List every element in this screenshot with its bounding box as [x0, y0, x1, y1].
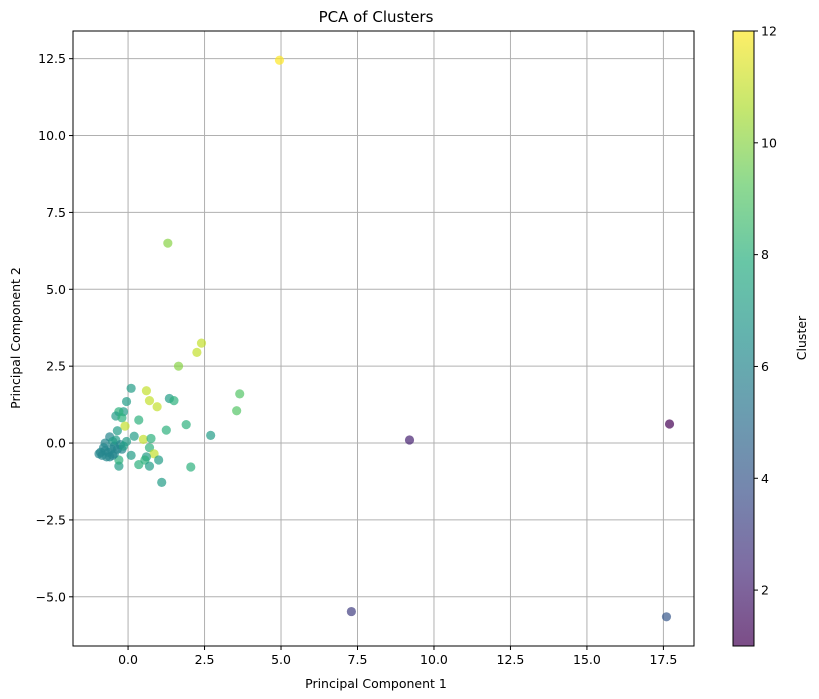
- x-tick-label: 17.5: [649, 652, 677, 667]
- scatter-point: [346, 606, 356, 617]
- grid: [73, 31, 694, 646]
- scatter-point: [141, 386, 152, 396]
- y-axis-ticks: −5.0 −2.5 0.0 2.5 5.0 7.5 10.0 12.5: [36, 51, 73, 604]
- colorbar-tick-label: 6: [761, 359, 769, 374]
- plot-area-frame: [72, 30, 695, 647]
- x-axis-ticks: 0.0 2.5 5.0 7.5 10.0 12.5 15.0 17.5: [118, 646, 677, 667]
- scatter-point: [134, 415, 144, 425]
- y-tick-label: 7.5: [46, 205, 66, 220]
- y-tick-label: −2.5: [36, 512, 66, 527]
- scatter-point: [661, 612, 672, 622]
- scatter-point: [112, 426, 122, 436]
- colorbar: [733, 31, 754, 646]
- scatter-point: [235, 389, 245, 399]
- chart-title: PCA of Clusters: [319, 8, 434, 26]
- scatter-point: [144, 396, 155, 406]
- colorbar-frame: [732, 30, 755, 647]
- scatter-point: [206, 430, 216, 440]
- y-tick-label: 2.5: [46, 359, 66, 374]
- y-tick-label: −5.0: [36, 589, 66, 604]
- x-tick-label: 15.0: [573, 652, 601, 667]
- x-tick-label: 7.5: [348, 652, 368, 667]
- scatter-point: [126, 383, 136, 393]
- x-tick-label: 0.0: [118, 652, 138, 667]
- data-points: [94, 55, 675, 622]
- scatter-point: [117, 413, 127, 423]
- colorbar-tick-label: 12: [761, 24, 777, 39]
- scatter-point: [126, 450, 136, 460]
- y-tick-label: 0.0: [46, 436, 66, 451]
- scatter-point: [173, 361, 184, 371]
- scatter-point: [138, 434, 148, 444]
- colorbar-tick-label: 8: [761, 247, 769, 262]
- y-tick-label: 12.5: [38, 51, 66, 66]
- x-axis-label: Principal Component 1: [305, 676, 447, 691]
- scatter-point: [108, 450, 118, 460]
- scatter-point: [196, 338, 207, 348]
- scatter-point: [192, 347, 202, 357]
- scatter-point: [169, 396, 179, 406]
- y-axis-label: Principal Component 2: [8, 267, 23, 409]
- scatter-point: [100, 446, 110, 456]
- x-tick-label: 12.5: [497, 652, 525, 667]
- scatter-point: [186, 462, 196, 472]
- scatter-point: [404, 435, 415, 445]
- x-tick-label: 10.0: [420, 652, 448, 667]
- x-tick-label: 5.0: [271, 652, 291, 667]
- scatter-point: [157, 477, 167, 488]
- scatter-point: [154, 455, 164, 465]
- colorbar-label: Cluster: [794, 315, 809, 360]
- scatter-point: [129, 431, 139, 441]
- y-tick-label: 10.0: [38, 128, 66, 143]
- scatter-point: [181, 420, 191, 430]
- scatter-point: [232, 406, 242, 416]
- x-tick-label: 2.5: [195, 652, 215, 667]
- colorbar-tick-label: 2: [761, 583, 769, 598]
- colorbar-tick-label: 10: [761, 135, 777, 150]
- colorbar-tick-label: 4: [761, 471, 769, 486]
- scatter-point: [163, 238, 173, 248]
- colorbar-ticks: 2 4 6 8 10 12: [754, 24, 777, 598]
- scatter-point: [134, 459, 144, 470]
- scatter-point: [121, 396, 132, 407]
- scatter-point: [161, 425, 171, 435]
- scatter-point: [121, 436, 132, 447]
- scatter-point: [152, 402, 162, 412]
- scatter-point: [120, 421, 130, 431]
- scatter-point: [664, 419, 675, 429]
- scatter-point: [146, 433, 156, 444]
- scatter-point: [144, 461, 155, 471]
- y-tick-label: 5.0: [46, 282, 66, 297]
- scatter-point: [274, 55, 285, 65]
